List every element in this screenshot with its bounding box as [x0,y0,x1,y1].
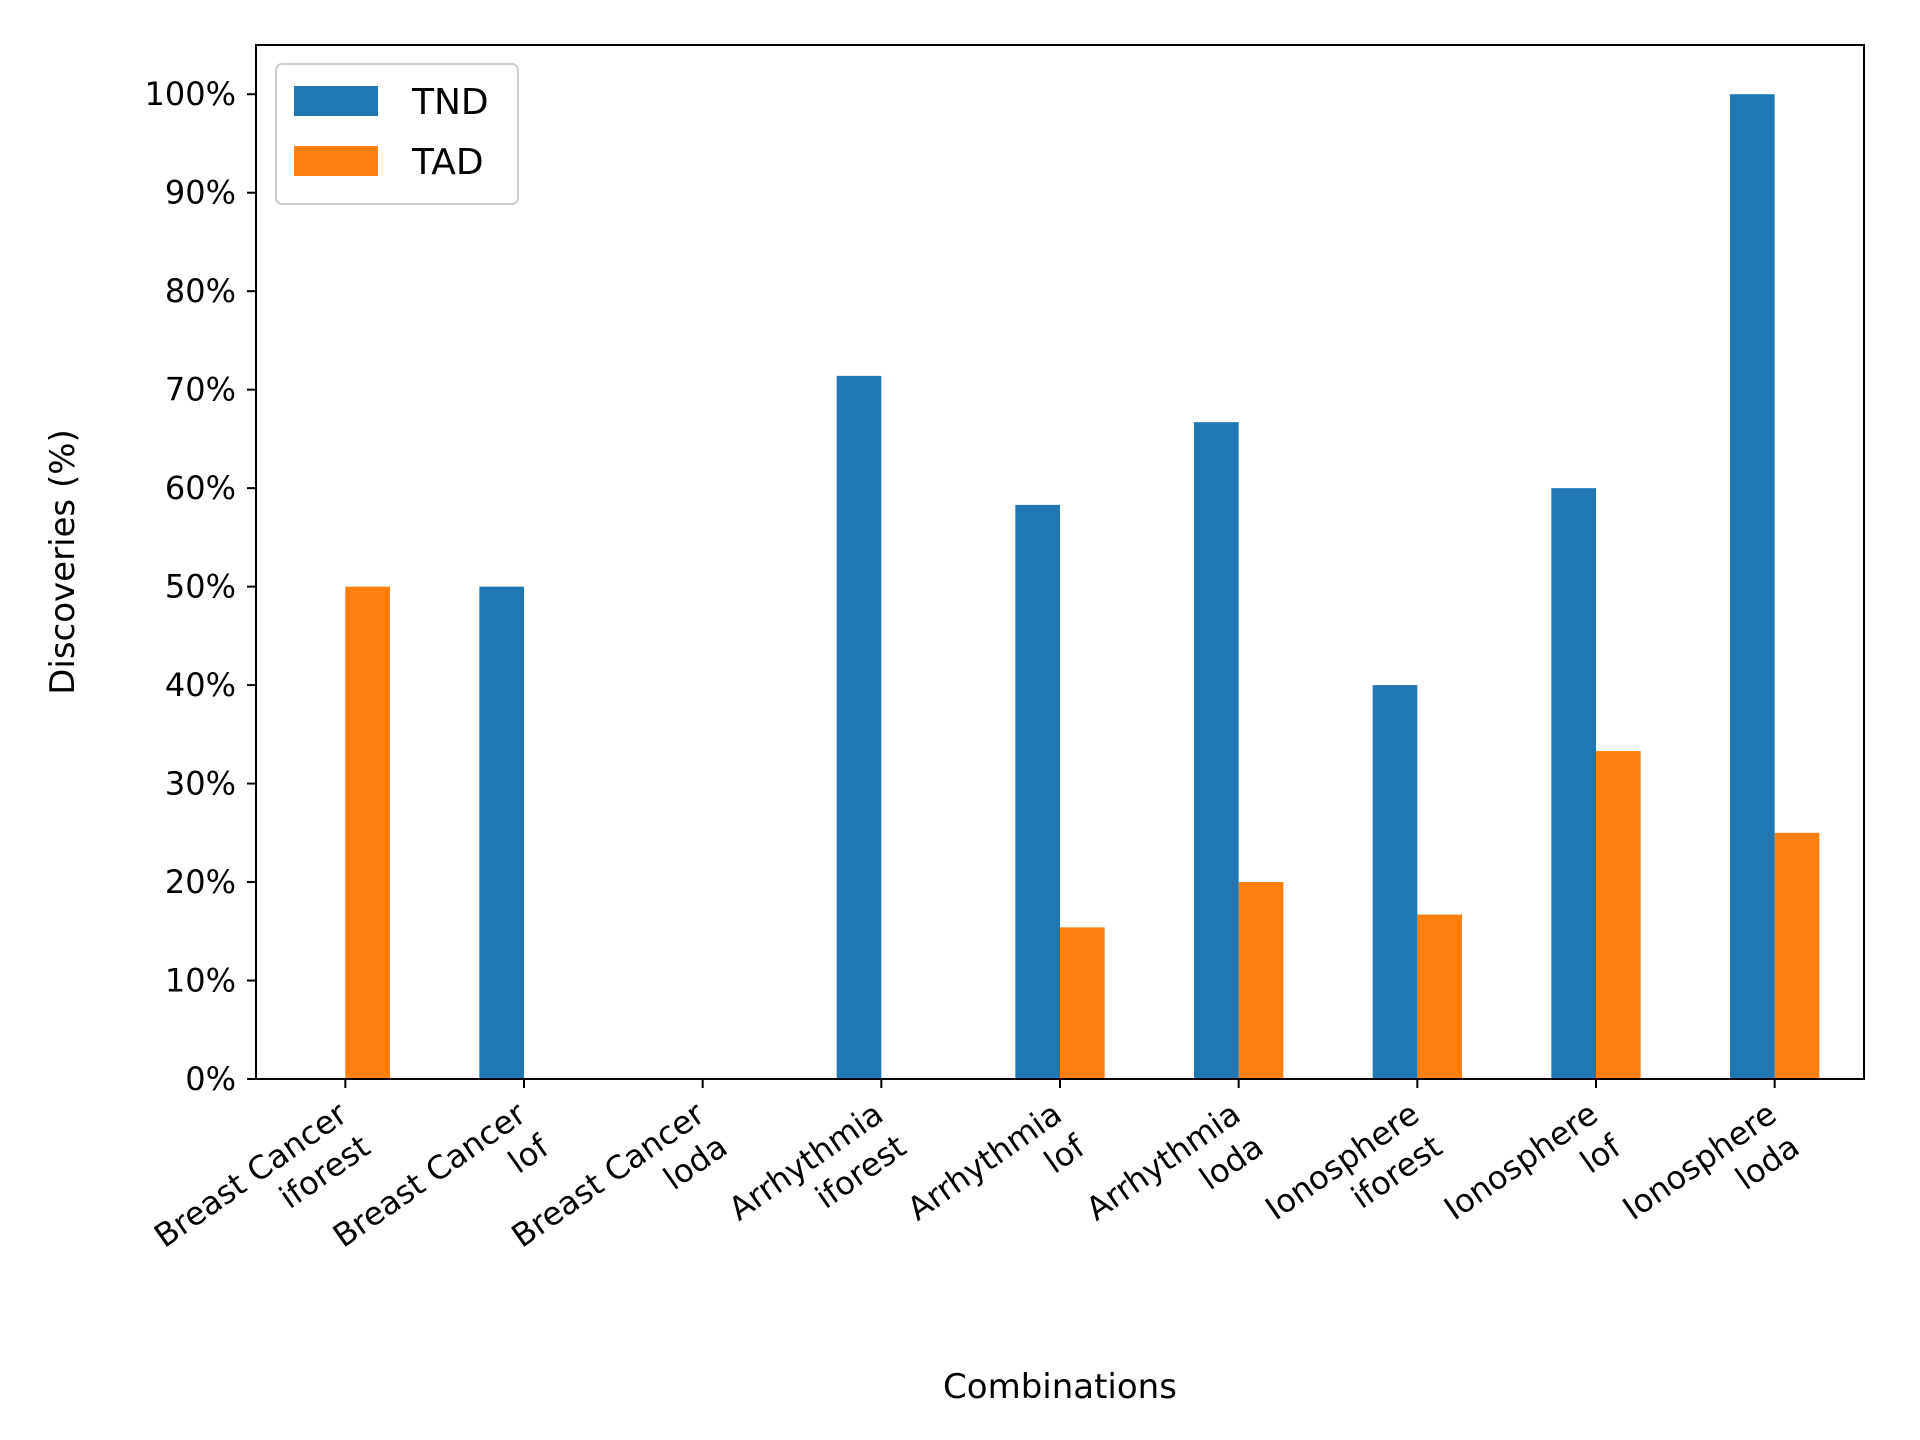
bar-tnd-4 [1015,504,1060,1080]
legend-swatch-tnd [294,86,378,116]
legend: TND TAD [275,63,519,205]
bar-tnd-6 [1372,685,1418,1079]
bar-tnd-7 [1551,488,1596,1080]
y-tick-label: 50% [165,568,236,606]
legend-label-tnd: TND [411,82,489,123]
bar-tnd-1 [479,586,524,1079]
legend-label-tad: TAD [411,142,484,183]
y-tick-label: 30% [165,765,236,803]
y-tick-label: 70% [165,371,236,409]
bar-tnd-8 [1730,94,1775,1079]
y-tick-label: 10% [165,962,236,1000]
y-tick-label: 60% [165,469,236,507]
bar-tnd-5 [1194,422,1239,1079]
bar-tad-8 [1774,832,1820,1079]
y-axis-label: Discoveries (%) [43,429,83,695]
x-axis-label: Combinations [943,1367,1177,1407]
y-tick-label: 20% [165,863,236,901]
bar-tnd-3 [836,375,882,1079]
bar-tad-5 [1238,882,1284,1079]
bar-tad-0 [345,586,390,1079]
y-tick-label: 90% [165,174,236,212]
bar-tad-6 [1417,914,1462,1079]
plot-frame [255,44,1865,1080]
y-tick-label: 40% [165,666,236,704]
legend-swatch-tad [294,146,378,176]
bars-layer [345,94,1820,1080]
bar-tad-4 [1060,927,1105,1079]
bar-tad-7 [1596,751,1641,1079]
y-tick-label: 100% [145,75,236,113]
y-tick-label: 80% [165,272,236,310]
y-axis: 0% 10% 20% 30% 40% 50% 60% 70% 80% 90% 100% [145,75,256,1098]
y-tick-label: 0% [185,1060,236,1098]
